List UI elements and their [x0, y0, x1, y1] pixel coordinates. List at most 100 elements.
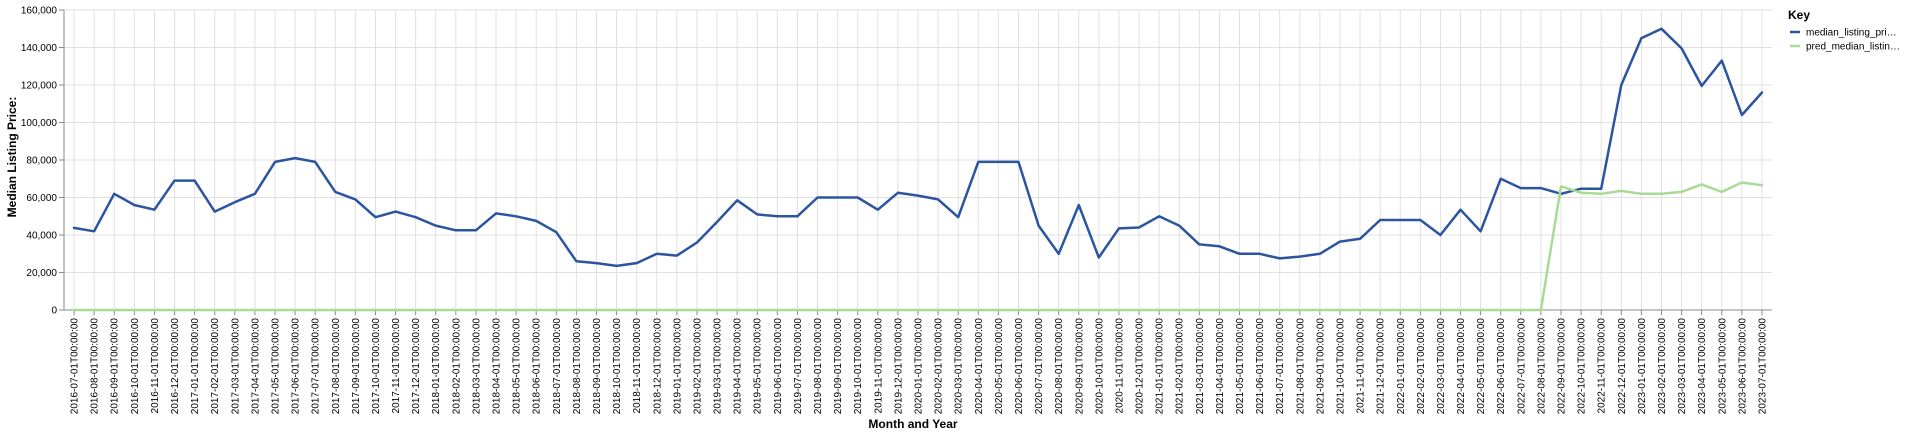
- x-tick-label: 2021-06-01T00:00:00: [1255, 318, 1266, 415]
- x-tick-label: 2017-06-01T00:00:00: [291, 318, 302, 415]
- x-tick-label: 2017-10-01T00:00:00: [371, 318, 382, 415]
- y-axis-title: Median Listing Price:: [5, 97, 19, 218]
- x-tick-label: 2022-04-01T00:00:00: [1456, 318, 1467, 415]
- x-tick-label: 2020-03-01T00:00:00: [954, 318, 965, 415]
- x-tick-label: 2022-03-01T00:00:00: [1436, 318, 1447, 415]
- x-tick-label: 2021-08-01T00:00:00: [1295, 318, 1306, 415]
- x-tick-label: 2019-02-01T00:00:00: [692, 318, 703, 415]
- x-tick-label: 2018-09-01T00:00:00: [592, 318, 603, 415]
- x-tick-label: 2020-11-01T00:00:00: [1114, 318, 1125, 414]
- x-tick-label: 2021-05-01T00:00:00: [1235, 318, 1246, 415]
- x-tick-label: 2018-03-01T00:00:00: [471, 318, 482, 415]
- x-tick-label: 2019-09-01T00:00:00: [833, 318, 844, 415]
- x-tick-label: 2023-04-01T00:00:00: [1697, 318, 1708, 415]
- x-tick-label: 2023-02-01T00:00:00: [1657, 318, 1668, 415]
- axes: 0 20,000 40,000 60,000 80,000 100,000 120,000 1…: [21, 6, 1772, 415]
- x-tick-label: 2021-03-01T00:00:00: [1195, 318, 1206, 415]
- y-tick-label: 0: [51, 306, 57, 317]
- x-tick-label: 2018-12-01T00:00:00: [652, 318, 663, 415]
- x-tick-label: 2022-10-01T00:00:00: [1577, 318, 1588, 415]
- x-tick-label: 2019-12-01T00:00:00: [893, 318, 904, 415]
- x-tick-label: 2020-10-01T00:00:00: [1094, 318, 1105, 415]
- x-tick-label: 2021-10-01T00:00:00: [1335, 318, 1346, 415]
- x-tick-label: 2018-10-01T00:00:00: [612, 318, 623, 415]
- x-tick-label: 2022-06-01T00:00:00: [1496, 318, 1507, 415]
- gridlines: [64, 9, 1772, 311]
- x-tick-label: 2021-07-01T00:00:00: [1275, 318, 1286, 415]
- x-tick-label: 2017-03-01T00:00:00: [230, 318, 241, 415]
- x-tick-label: 2016-12-01T00:00:00: [170, 318, 181, 415]
- x-tick-label: 2019-07-01T00:00:00: [793, 318, 804, 415]
- legend-label: pred_median_listin…: [1806, 42, 1900, 53]
- series-line-1: [72, 181, 1764, 312]
- y-tick-label: 140,000: [21, 43, 58, 54]
- x-tick-label: 2018-07-01T00:00:00: [552, 318, 563, 415]
- series-lines: [72, 27, 1764, 312]
- y-tick-label: 160,000: [21, 6, 58, 17]
- x-tick-label: 2020-07-01T00:00:00: [1034, 318, 1045, 415]
- x-tick-label: 2020-12-01T00:00:00: [1135, 318, 1146, 415]
- x-tick-label: 2020-04-01T00:00:00: [974, 318, 985, 415]
- x-tick-label: 2022-07-01T00:00:00: [1516, 318, 1527, 415]
- x-tick-label: 2019-11-01T00:00:00: [873, 318, 884, 414]
- x-tick-label: 2019-01-01T00:00:00: [672, 318, 683, 415]
- x-tick-label: 2022-11-01T00:00:00: [1597, 318, 1608, 414]
- x-tick-label: 2016-07-01T00:00:00: [70, 318, 81, 415]
- x-tick-label: 2018-01-01T00:00:00: [431, 318, 442, 415]
- legend: Key median_listing_pri… pred_median_listi…: [1788, 8, 1900, 53]
- x-tick-label: 2021-11-01T00:00:00: [1356, 318, 1367, 414]
- y-tick-label: 40,000: [26, 231, 57, 242]
- x-tick-label: 2018-06-01T00:00:00: [532, 318, 543, 415]
- x-tick-label: 2023-01-01T00:00:00: [1637, 318, 1648, 415]
- x-tick-label: 2020-06-01T00:00:00: [1014, 318, 1025, 415]
- x-tick-label: 2021-04-01T00:00:00: [1215, 318, 1226, 415]
- x-tick-label: 2019-10-01T00:00:00: [853, 318, 864, 415]
- x-tick-label: 2018-02-01T00:00:00: [451, 318, 462, 415]
- x-tick-label: 2022-12-01T00:00:00: [1617, 318, 1628, 415]
- x-tick-label: 2022-02-01T00:00:00: [1416, 318, 1427, 415]
- x-tick-label: 2017-01-01T00:00:00: [190, 318, 201, 415]
- x-tick-label: 2017-11-01T00:00:00: [391, 318, 402, 414]
- x-tick-label: 2022-09-01T00:00:00: [1557, 318, 1568, 415]
- x-tick-label: 2021-09-01T00:00:00: [1315, 318, 1326, 415]
- x-tick-label: 2021-02-01T00:00:00: [1175, 318, 1186, 415]
- x-tick-label: 2018-11-01T00:00:00: [632, 318, 643, 414]
- x-tick-label: 2020-08-01T00:00:00: [1054, 318, 1065, 415]
- x-tick-label: 2019-06-01T00:00:00: [773, 318, 784, 415]
- x-tick-label: 2019-04-01T00:00:00: [733, 318, 744, 415]
- y-tick-label: 80,000: [26, 156, 57, 167]
- x-tick-label: 2019-08-01T00:00:00: [813, 318, 824, 415]
- x-tick-label: 2017-12-01T00:00:00: [411, 318, 422, 415]
- x-tick-label: 2023-06-01T00:00:00: [1737, 318, 1748, 415]
- y-tick-label: 60,000: [26, 193, 57, 204]
- x-tick-label: 2016-08-01T00:00:00: [90, 318, 101, 415]
- x-axis-title: Month and Year: [868, 417, 957, 431]
- x-tick-label: 2016-10-01T00:00:00: [130, 318, 141, 415]
- x-tick-label: 2018-08-01T00:00:00: [572, 318, 583, 415]
- x-tick-label: 2017-08-01T00:00:00: [331, 318, 342, 415]
- legend-items: median_listing_pri… pred_median_listin…: [1790, 28, 1900, 53]
- x-tick-label: 2023-03-01T00:00:00: [1677, 318, 1688, 415]
- x-tick-label: 2021-01-01T00:00:00: [1155, 318, 1166, 415]
- x-tick-label: 2023-07-01T00:00:00: [1757, 318, 1768, 415]
- x-tick-label: 2017-04-01T00:00:00: [250, 318, 261, 415]
- x-tick-label: 2020-09-01T00:00:00: [1074, 318, 1085, 415]
- x-tick-label: 2016-09-01T00:00:00: [110, 318, 121, 415]
- x-tick-label: 2020-01-01T00:00:00: [914, 318, 925, 415]
- x-tick-label: 2017-09-01T00:00:00: [351, 318, 362, 415]
- y-tick-label: 100,000: [21, 118, 58, 129]
- x-tick-label: 2018-04-01T00:00:00: [492, 318, 503, 415]
- x-tick-label: 2022-08-01T00:00:00: [1536, 318, 1547, 415]
- legend-label: median_listing_pri…: [1806, 28, 1897, 39]
- x-tick-label: 2019-03-01T00:00:00: [713, 318, 724, 415]
- x-tick-label: 2020-02-01T00:00:00: [934, 318, 945, 415]
- x-tick-label: 2019-05-01T00:00:00: [753, 318, 764, 415]
- x-tick-label: 2017-07-01T00:00:00: [311, 318, 322, 415]
- series-line-0: [72, 27, 1764, 268]
- y-tick-label: 120,000: [21, 81, 58, 92]
- x-tick-label: 2018-05-01T00:00:00: [512, 318, 523, 415]
- x-tick-label: 2023-05-01T00:00:00: [1717, 318, 1728, 415]
- x-tick-label: 2022-01-01T00:00:00: [1396, 318, 1407, 415]
